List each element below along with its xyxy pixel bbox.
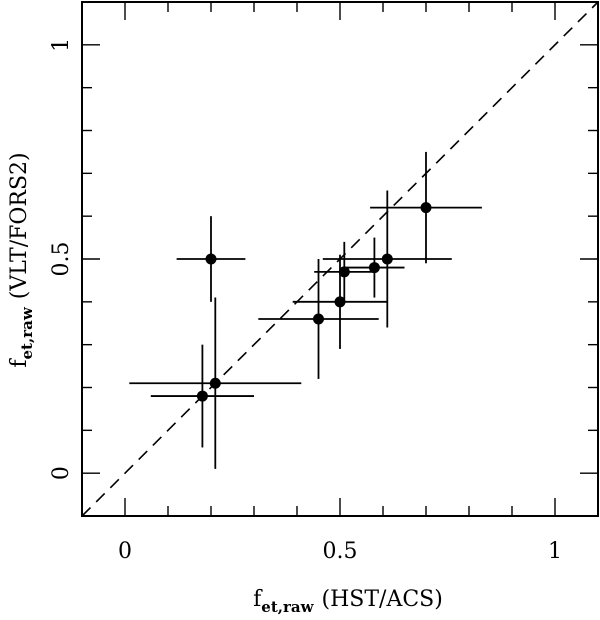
y-tick-label: 1 (49, 38, 74, 52)
data-point (209, 377, 221, 389)
data-point (381, 253, 393, 265)
plot-area: 0 0.5 1 0 0.5 1 (49, 1, 599, 564)
data-point (368, 262, 380, 274)
data-point (334, 296, 346, 308)
y-axis-title-subscript: et,raw (18, 306, 36, 359)
x-tick-label: 0.5 (323, 539, 358, 564)
data-point (338, 266, 350, 278)
y-axis-title-main: f (7, 358, 32, 368)
x-axis-title-subscript: et,raw (261, 598, 314, 616)
x-tick-label: 1 (548, 539, 562, 564)
x-axis-title: fet,raw (HST/ACS) (253, 587, 443, 616)
data-point (205, 253, 217, 265)
y-tick-label: 0.5 (49, 242, 74, 277)
x-tick-label: 0 (118, 539, 132, 564)
data-point (313, 313, 324, 325)
y-axis-title: fet,raw (VLT/FORS2) (7, 152, 36, 367)
data-point (420, 202, 432, 214)
x-axis-title-rest: (HST/ACS) (322, 587, 443, 612)
x-axis-title-main: f (253, 587, 263, 612)
y-tick-label: 0 (49, 466, 74, 480)
y-axis-title-rest: (VLT/FORS2) (7, 152, 32, 299)
data-point (196, 390, 208, 402)
